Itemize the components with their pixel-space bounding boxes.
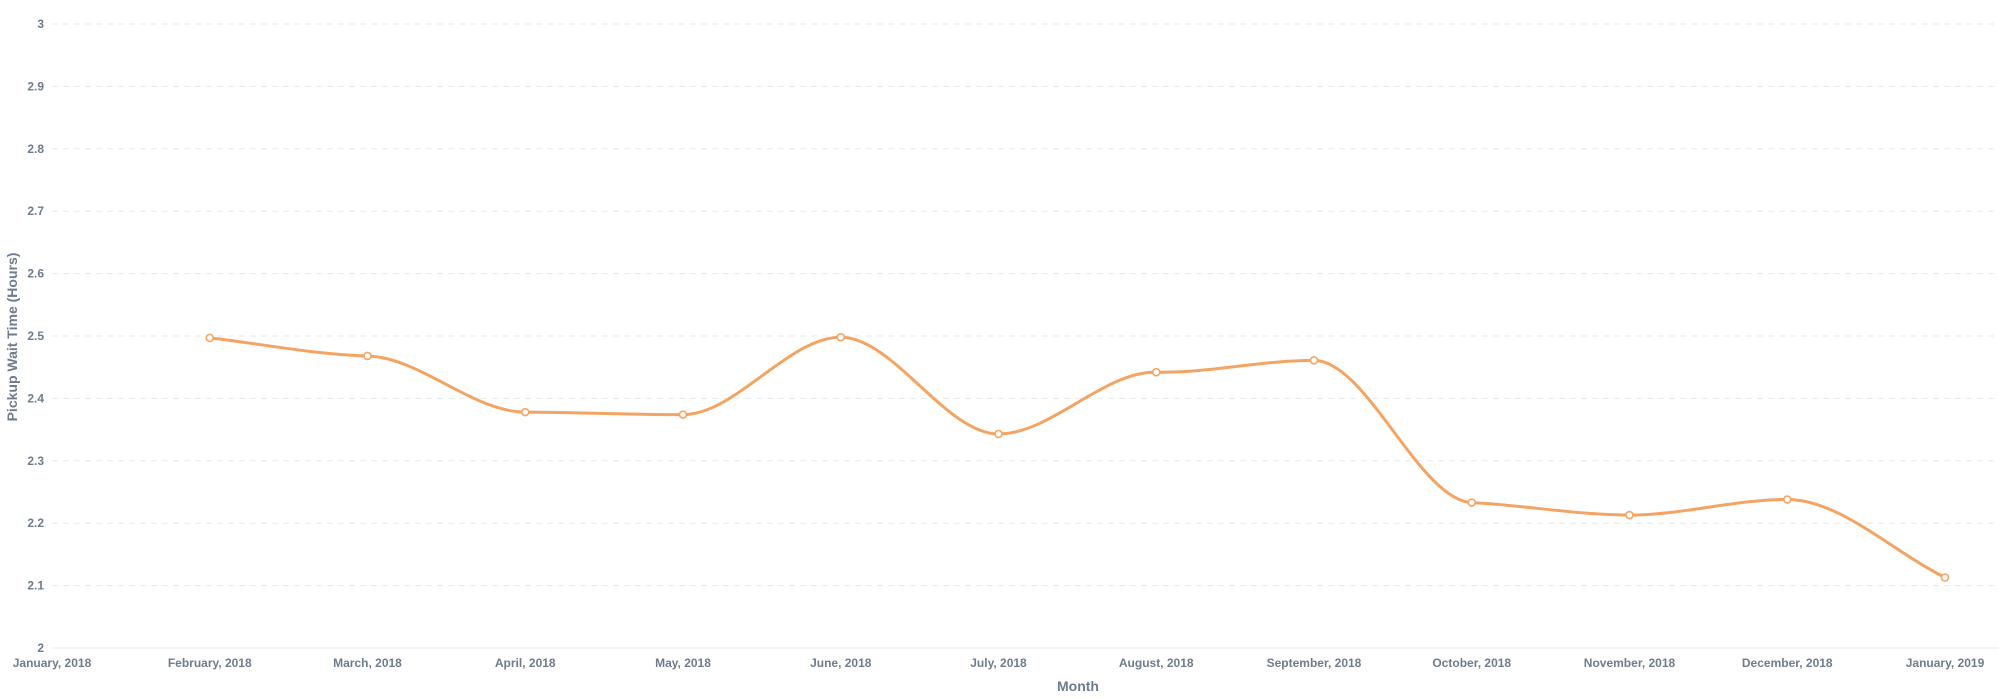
y-tick-label: 3 <box>37 17 44 31</box>
y-tick-label: 2.4 <box>27 391 44 405</box>
x-tick-label: February, 2018 <box>168 656 252 670</box>
x-tick-label: January, 2019 <box>1906 656 1985 670</box>
x-tick-label: May, 2018 <box>655 656 711 670</box>
data-point[interactable] <box>994 429 1003 439</box>
series-layer <box>208 335 1947 579</box>
grid-lines <box>52 23 1999 587</box>
data-point[interactable] <box>1151 367 1161 377</box>
y-axis-ticks: 2 2.1 2.2 2.3 2.4 2.5 2.6 2.7 2.8 2.9 3 <box>27 17 44 655</box>
data-point[interactable] <box>678 410 688 419</box>
y-tick-label: 2.1 <box>27 579 44 593</box>
data-point[interactable] <box>1940 573 1950 582</box>
data-point[interactable] <box>1467 498 1477 507</box>
x-tick-label: August, 2018 <box>1119 656 1194 670</box>
x-axis-ticks: January, 2018 February, 2018 March, 2018 Ap… <box>13 656 1985 670</box>
y-tick-label: 2 <box>37 641 44 655</box>
x-tick-label: October, 2018 <box>1432 656 1511 670</box>
y-tick-label: 2.9 <box>27 79 44 93</box>
y-tick-label: 2.6 <box>27 267 44 281</box>
y-tick-label: 2.3 <box>27 454 44 468</box>
y-tick-label: 2.5 <box>27 329 44 343</box>
data-point[interactable] <box>205 333 215 343</box>
data-point[interactable] <box>1625 510 1634 520</box>
y-tick-label: 2.2 <box>27 516 44 530</box>
data-point[interactable] <box>836 332 846 342</box>
x-tick-label: January, 2018 <box>13 656 92 670</box>
y-axis-title: Pickup Wait Time (Hours) <box>4 253 20 422</box>
y-tick-label: 2.8 <box>27 142 44 156</box>
x-axis-title: Month <box>1057 678 1099 694</box>
series-line <box>208 335 1947 579</box>
x-tick-label: November, 2018 <box>1584 656 1676 670</box>
x-tick-label: December, 2018 <box>1742 656 1833 670</box>
y-tick-label: 2.7 <box>27 204 44 218</box>
x-tick-label: September, 2018 <box>1267 656 1362 670</box>
x-tick-label: April, 2018 <box>495 656 556 670</box>
data-point[interactable] <box>1782 495 1792 504</box>
data-point[interactable] <box>363 351 372 361</box>
data-point[interactable] <box>1309 356 1319 365</box>
x-tick-label: June, 2018 <box>810 656 872 670</box>
data-points <box>205 332 1950 582</box>
x-tick-label: July, 2018 <box>970 656 1027 670</box>
x-tick-label: March, 2018 <box>333 656 402 670</box>
data-point[interactable] <box>520 407 530 417</box>
